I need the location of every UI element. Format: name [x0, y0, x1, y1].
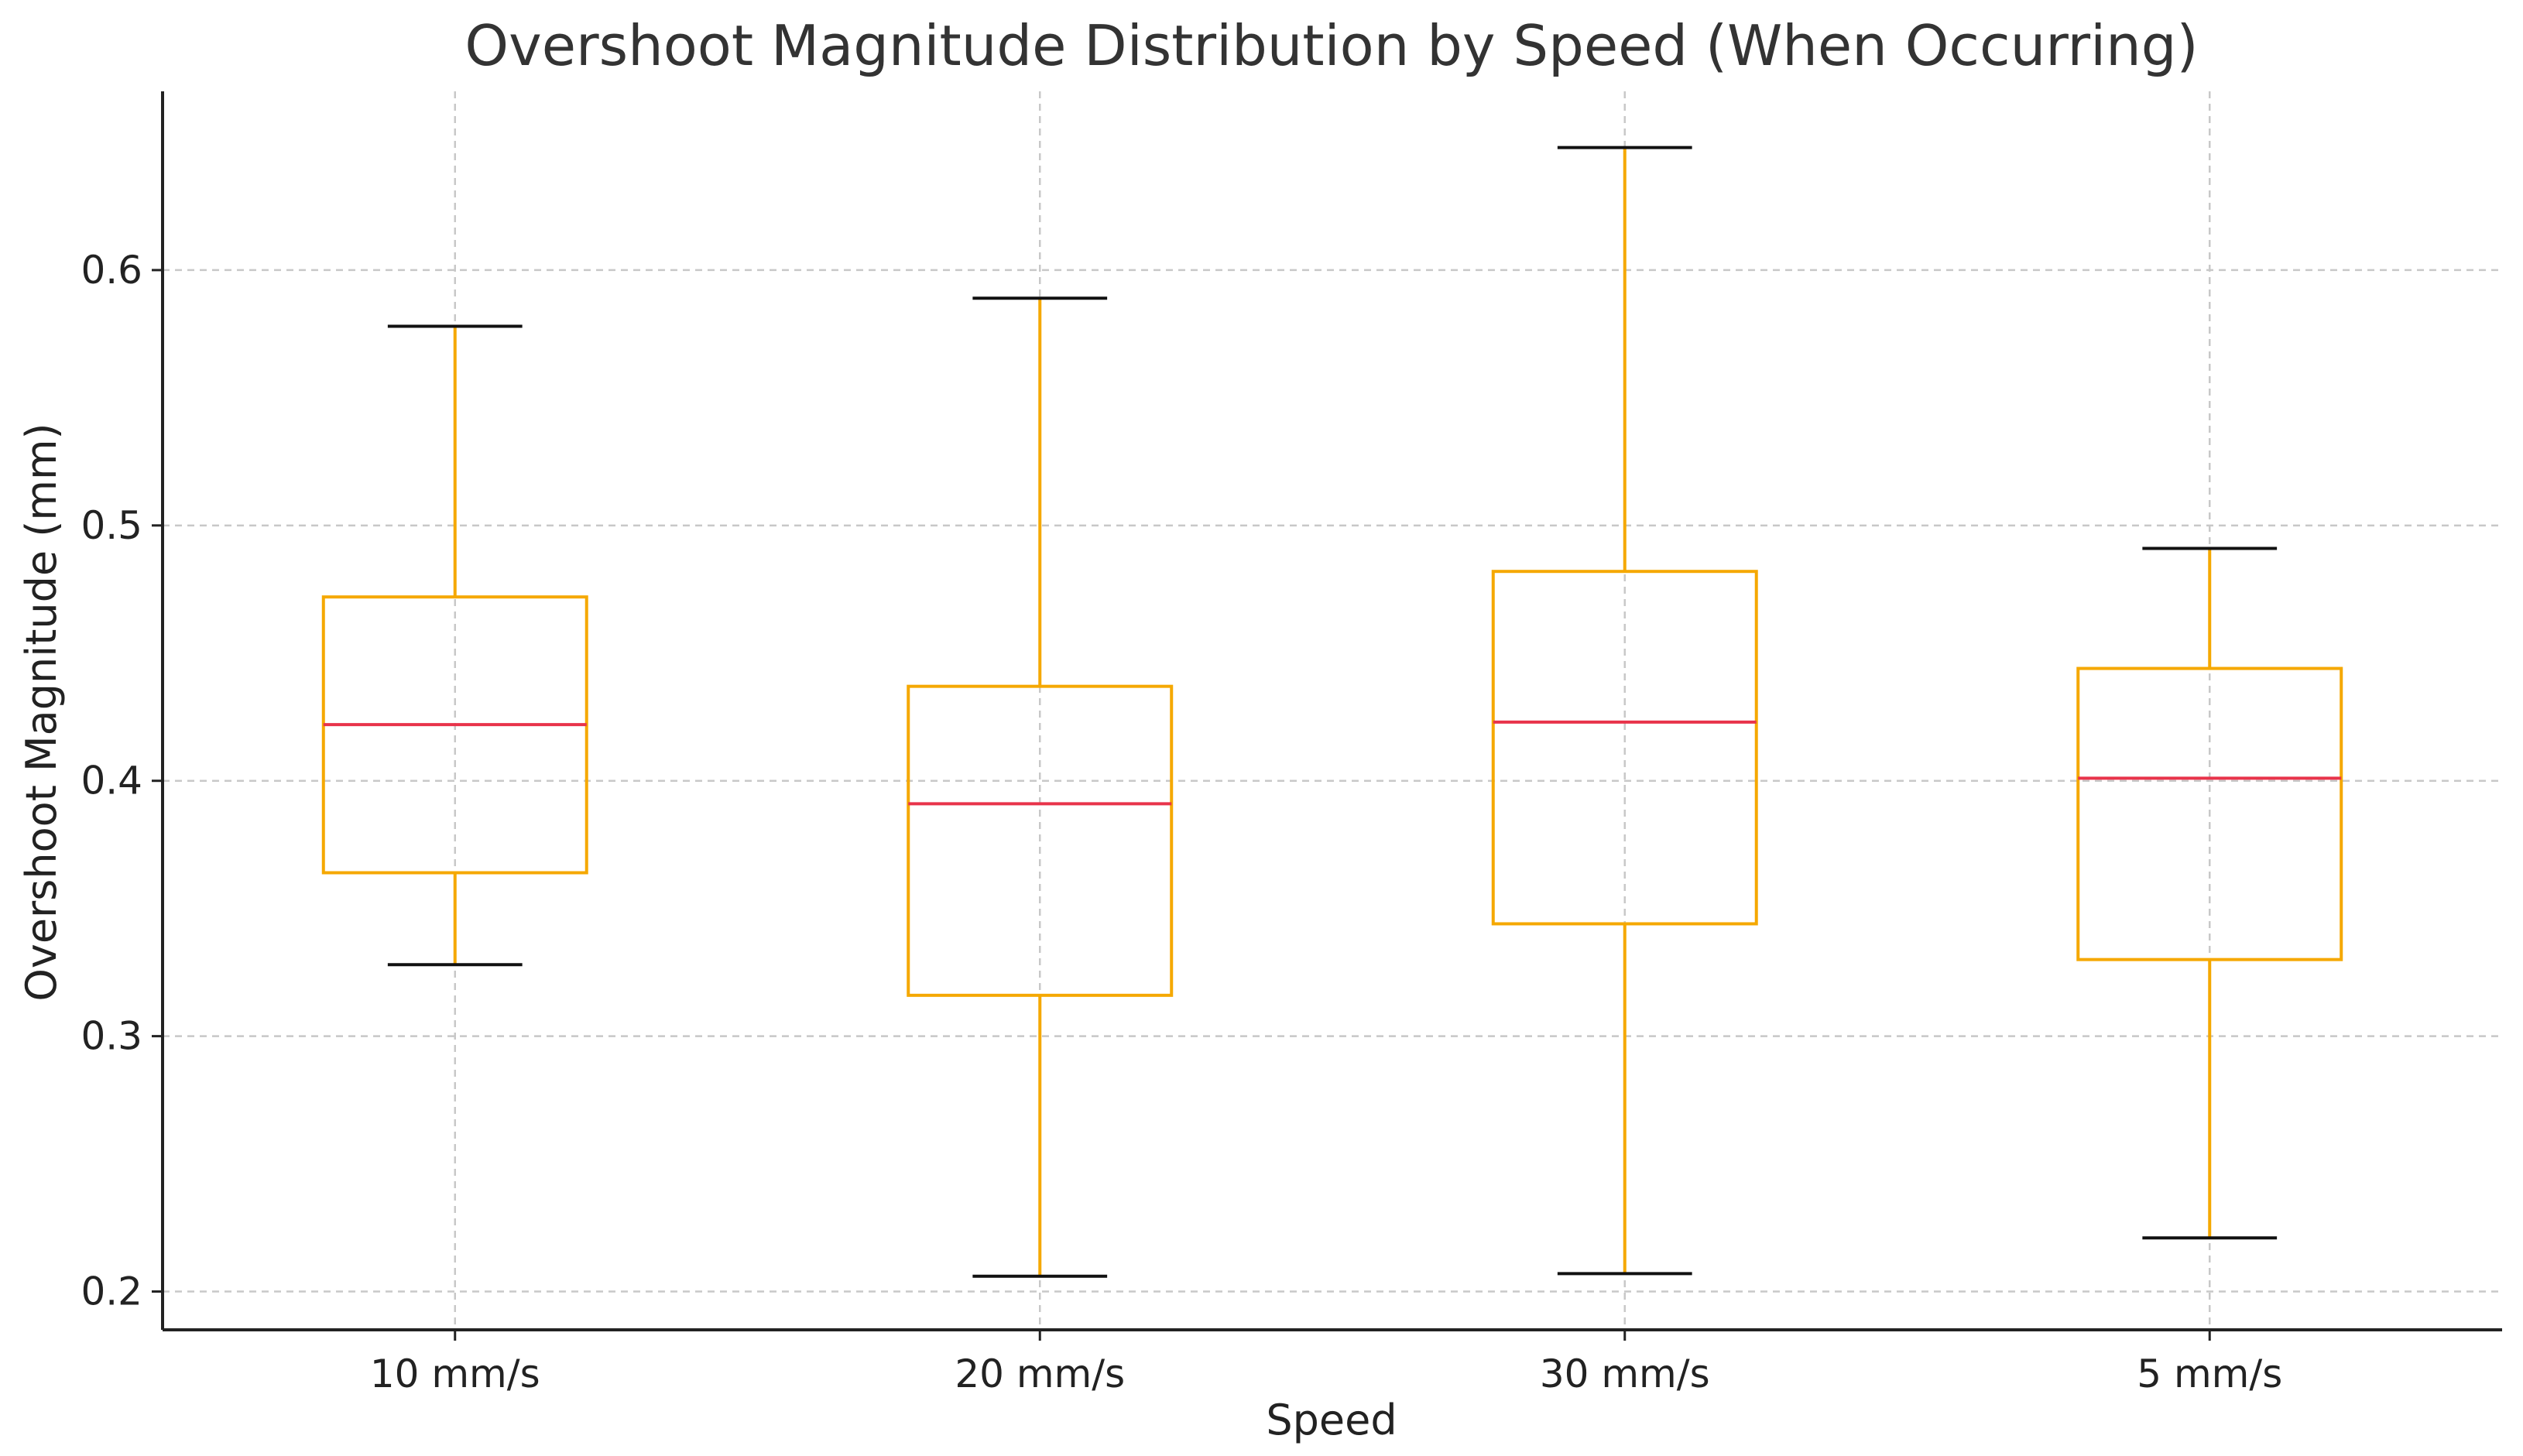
boxes: [321, 146, 2343, 1278]
y-tick-label: 0.6: [81, 248, 142, 293]
x-tick-label: 20 mm/s: [955, 1352, 1125, 1396]
x-axis-label: Speed: [1266, 1396, 1397, 1444]
x-tick-label: 5 mm/s: [2137, 1352, 2282, 1396]
axes: [152, 91, 2502, 1341]
box-group: [321, 324, 588, 967]
box-group: [1491, 146, 1758, 1276]
y-axis-label: Overshoot Magnitude (mm): [17, 423, 66, 1001]
y-tick-label: 0.2: [81, 1269, 142, 1314]
iqr-box: [1491, 570, 1758, 926]
chart-title: Overshoot Magnitude Distribution by Spee…: [464, 13, 2198, 78]
x-tick-label: 10 mm/s: [370, 1352, 540, 1396]
grid-lines: [163, 91, 2502, 1330]
box-group: [2076, 546, 2343, 1240]
x-tick-label: 30 mm/s: [1540, 1352, 1710, 1396]
iqr-box: [321, 595, 588, 875]
y-tick-label: 0.3: [81, 1014, 142, 1059]
tick-labels: 0.2 0.3 0.4 0.5 0.6 10 mm/s 20 mm/s 30 mm/s 5 mm…: [81, 248, 2282, 1396]
y-tick-label: 0.4: [81, 759, 142, 803]
y-tick-label: 0.5: [81, 503, 142, 548]
box-group: [907, 296, 1174, 1278]
iqr-box: [907, 684, 1174, 997]
iqr-box: [2076, 666, 2343, 961]
